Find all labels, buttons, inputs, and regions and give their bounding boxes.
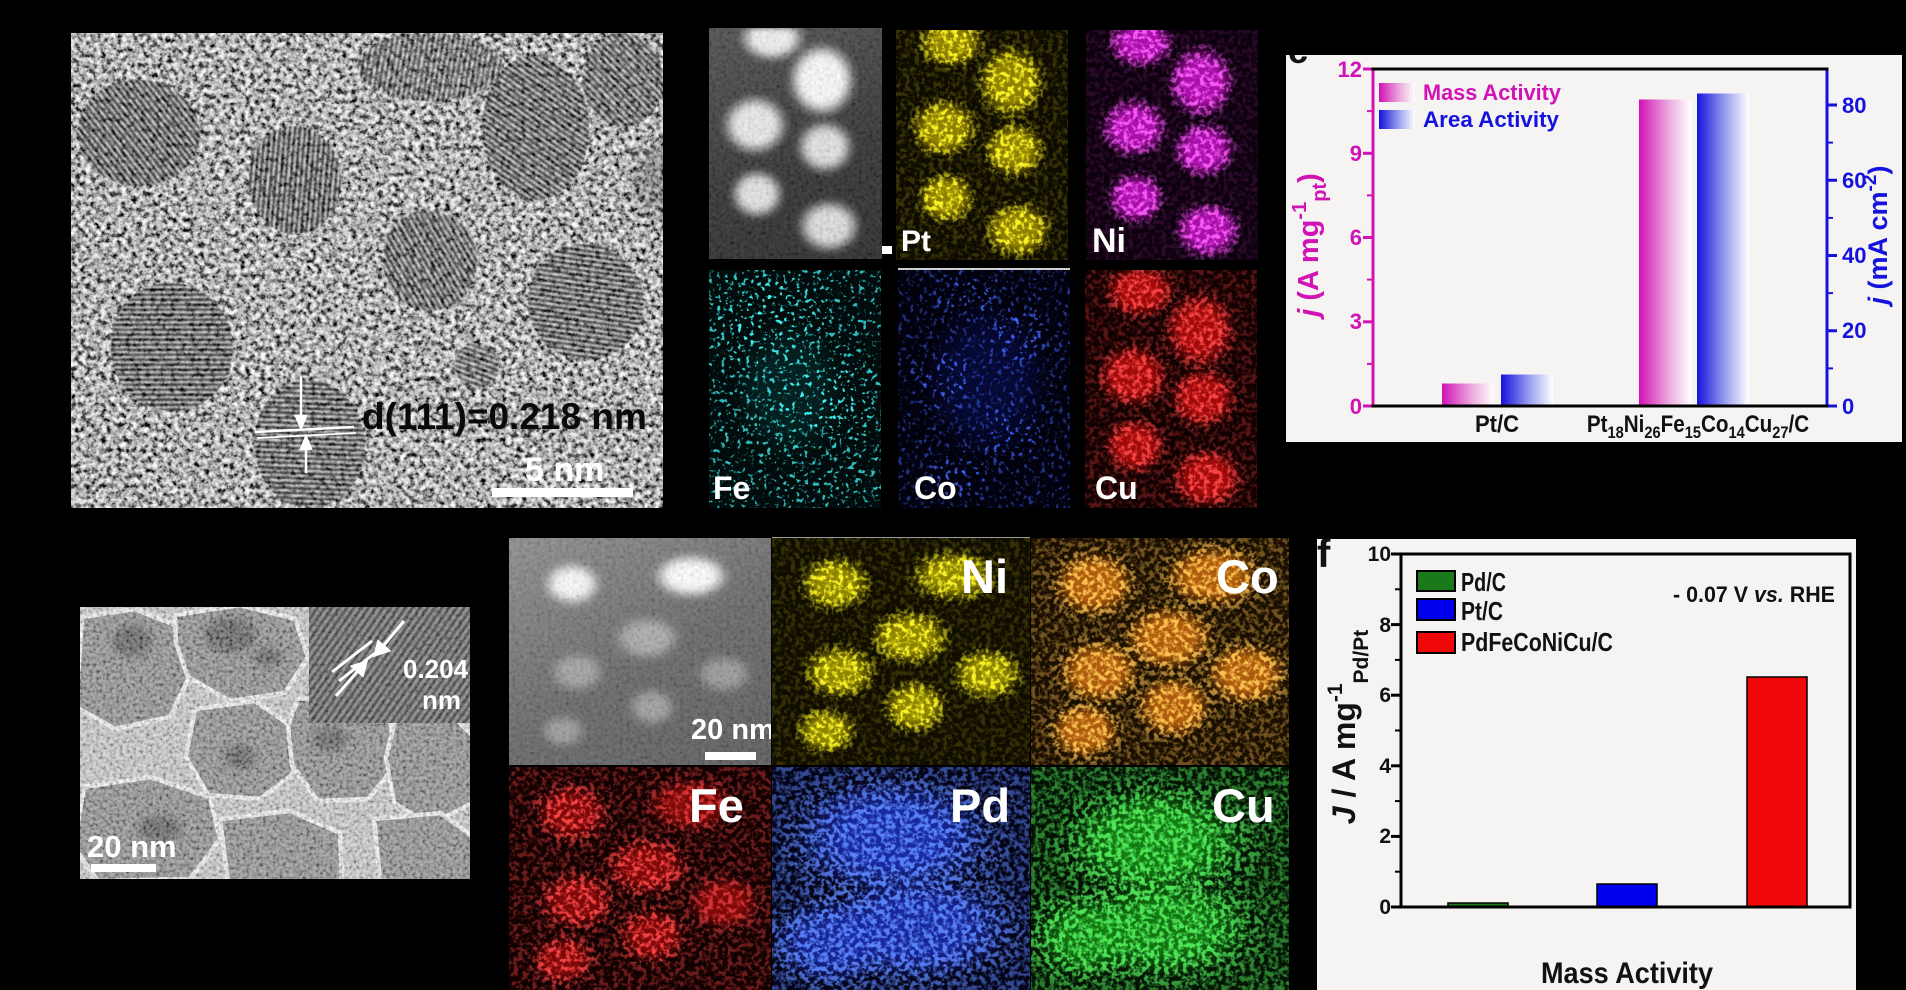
svg-text:40: 40 [1842, 243, 1866, 268]
svg-text:0: 0 [1842, 394, 1854, 419]
svg-text:2: 2 [1379, 825, 1391, 848]
svg-text:c: c [1288, 55, 1308, 71]
svg-text:6: 6 [1379, 684, 1391, 707]
svg-text:- 0.07 V vs. RHE: - 0.07 V vs. RHE [1673, 582, 1835, 607]
svg-text:f: f [1317, 539, 1331, 576]
svg-text:nm: nm [422, 685, 461, 715]
svg-text:Pt/C: Pt/C [1461, 596, 1503, 626]
svg-text:4: 4 [1379, 755, 1391, 778]
svg-text:10: 10 [1368, 543, 1391, 566]
svg-text:3: 3 [1350, 309, 1362, 334]
svg-text:60: 60 [1842, 168, 1866, 193]
svg-text:PdFeCoNiCu/C: PdFeCoNiCu/C [1461, 627, 1613, 657]
svg-text:80: 80 [1842, 93, 1866, 118]
svg-text:20: 20 [1842, 318, 1866, 343]
svg-text:6: 6 [1350, 225, 1362, 250]
svg-text:j (mA cm-2): j (mA cm-2) [1860, 166, 1893, 308]
svg-text:12: 12 [1338, 57, 1362, 82]
svg-text:Pt/C: Pt/C [1475, 411, 1519, 438]
svg-text:Mass Activity: Mass Activity [1423, 80, 1562, 105]
svg-text:0: 0 [1379, 896, 1391, 919]
svg-text:0: 0 [1350, 394, 1362, 419]
svg-text:Pd/C: Pd/C [1461, 567, 1506, 597]
svg-text:0.204: 0.204 [403, 654, 469, 684]
svg-text:Area Activity: Area Activity [1423, 107, 1560, 132]
svg-text:8: 8 [1379, 614, 1391, 637]
svg-text:Mass Activity: Mass Activity [1541, 957, 1713, 990]
svg-text:9: 9 [1350, 141, 1362, 166]
